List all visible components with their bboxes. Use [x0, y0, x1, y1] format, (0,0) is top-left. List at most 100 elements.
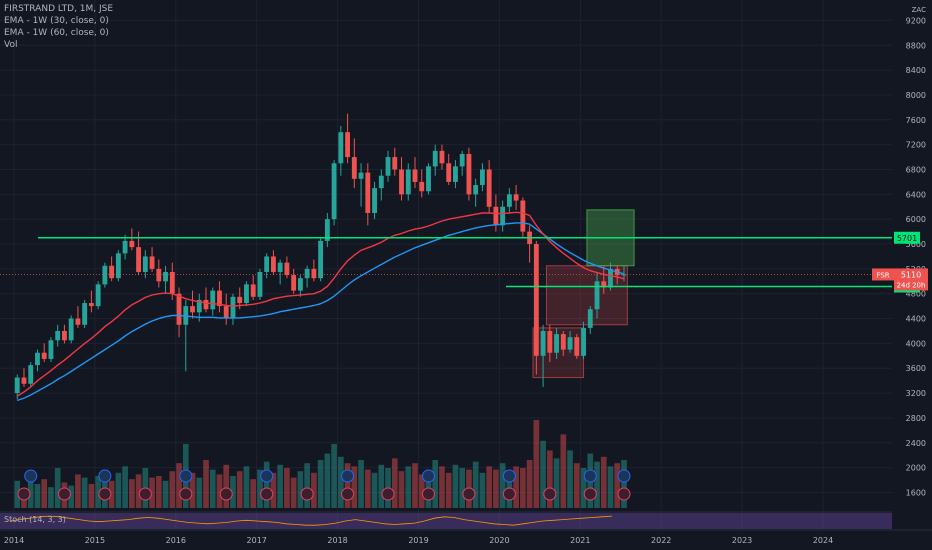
- ema-30-legend[interactable]: EMA - 1W (30, close, 0): [4, 16, 109, 26]
- volume-bar: [115, 472, 122, 508]
- candle-body: [95, 284, 101, 307]
- volume-bar: [176, 463, 182, 508]
- candle-body: [567, 337, 573, 350]
- volume-bar: [41, 479, 48, 508]
- earnings-marker-icon: [462, 487, 476, 501]
- volume-bar: [344, 463, 351, 508]
- price-tick-label: 9200: [906, 16, 926, 25]
- candle-body: [594, 281, 600, 310]
- earnings-marker-icon: [98, 487, 112, 501]
- candle-body: [284, 262, 290, 276]
- dividend-marker-icon: [98, 469, 112, 483]
- volume-bar: [398, 471, 405, 508]
- candle-body: [479, 169, 485, 186]
- candle-body: [453, 166, 458, 182]
- earnings-marker-icon: [179, 487, 193, 501]
- candle-body: [190, 306, 195, 313]
- volume-bar: [236, 471, 243, 508]
- candle-body: [102, 265, 108, 285]
- price-tick-label: 2000: [906, 464, 926, 473]
- volume-bar: [513, 466, 519, 508]
- candlesticks: [14, 113, 627, 400]
- volume-bar: [108, 480, 115, 508]
- ema-60-legend[interactable]: EMA - 1W (60, close, 0): [4, 28, 109, 38]
- volume-bar: [594, 461, 600, 508]
- volume-legend[interactable]: Vol: [4, 40, 18, 50]
- volume-bar: [364, 469, 371, 508]
- candle-body: [129, 240, 135, 248]
- volume-bar: [34, 484, 41, 508]
- price-tick-label: 3600: [906, 364, 926, 373]
- candle-body: [318, 240, 324, 279]
- earnings-marker-icon: [381, 487, 395, 501]
- volume-bar: [162, 480, 169, 508]
- volume-bar: [48, 487, 54, 508]
- price-tick-label: 2800: [906, 414, 926, 423]
- volume-bar: [580, 468, 587, 508]
- volume-bar: [270, 472, 277, 508]
- time-tick-label: 2023: [732, 536, 752, 545]
- candle-body: [426, 166, 431, 192]
- price-tick-label: 8000: [906, 91, 926, 100]
- price-tick-label: 2400: [906, 439, 926, 448]
- volume-bar: [520, 468, 526, 508]
- candle-body: [169, 271, 175, 294]
- volume-bar: [243, 466, 250, 508]
- candle-body: [88, 303, 94, 307]
- candle-body: [14, 377, 20, 394]
- earnings-marker-icon: [502, 487, 516, 501]
- dividend-marker-icon: [583, 469, 597, 483]
- price-tick-label: 5600: [906, 240, 926, 249]
- candle-body: [250, 284, 256, 297]
- volume-bar: [290, 477, 297, 508]
- price-tick-label: 3200: [906, 389, 926, 398]
- earnings-marker-icon: [543, 487, 557, 501]
- candle-body: [439, 150, 445, 164]
- price-axis[interactable]: 1600200024002800320036004000440048005200…: [906, 16, 926, 497]
- volume-bar: [216, 474, 223, 508]
- volume-bar: [196, 477, 203, 508]
- volume-bar: [223, 464, 230, 508]
- candle-body: [351, 157, 357, 179]
- candle-body: [372, 188, 377, 213]
- volume-bar: [209, 469, 216, 508]
- stoch-legend[interactable]: Stoch (14, 3, 3): [4, 515, 66, 524]
- candle-body: [149, 256, 155, 269]
- earnings-marker-icon: [617, 487, 631, 501]
- volume-bar: [540, 440, 546, 508]
- candle-body: [230, 296, 236, 319]
- price-tick-label: 7600: [906, 116, 926, 125]
- chart-legend: FIRSTRAND LTD, 1M, JSE EMA - 1W (30, clo…: [4, 3, 113, 51]
- candle-body: [358, 172, 364, 179]
- volume-bar: [412, 463, 418, 508]
- volume-bar: [129, 479, 135, 508]
- candle-body: [500, 206, 506, 226]
- candle-body: [62, 330, 67, 341]
- volume-bar: [600, 456, 607, 508]
- candle-body: [264, 256, 270, 272]
- volume-bar: [331, 444, 337, 508]
- candle-body: [466, 153, 472, 195]
- symbol-title[interactable]: FIRSTRAND LTD, 1M, JSE: [4, 4, 114, 14]
- candle-body: [142, 256, 148, 272]
- candle-body: [554, 334, 559, 353]
- volume-bar: [277, 464, 283, 508]
- candle-body: [109, 265, 115, 279]
- candle-body: [587, 309, 593, 328]
- candle-body: [446, 163, 452, 182]
- candle-body: [291, 275, 297, 291]
- candle-body: [378, 175, 384, 189]
- last-price-label: 5110: [901, 270, 921, 279]
- volume-bar: [439, 466, 445, 508]
- time-tick-label: 2015: [85, 536, 105, 545]
- candle-body: [601, 281, 607, 288]
- candle-body: [217, 290, 222, 307]
- candle-body: [574, 337, 580, 356]
- volume-bar: [263, 461, 270, 508]
- bar-countdown-label: 24d 20h: [897, 281, 926, 289]
- time-axis[interactable]: 2014 2015 2016 2017 2018 2019 2020 2021 2022 2023…: [0, 529, 932, 545]
- volume-bar: [573, 463, 580, 508]
- volume-bar: [95, 476, 101, 508]
- volume-bar: [122, 466, 128, 508]
